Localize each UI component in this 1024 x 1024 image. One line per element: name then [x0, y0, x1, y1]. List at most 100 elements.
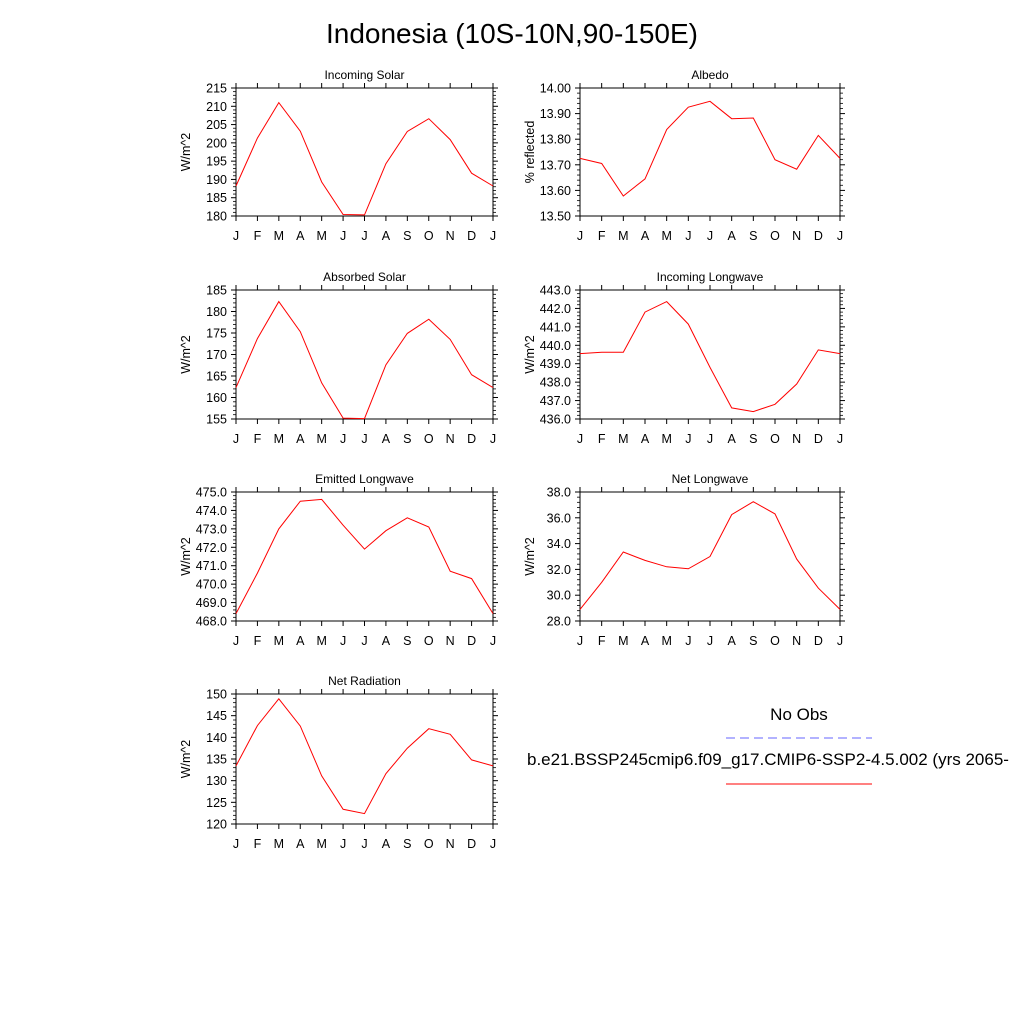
panel7-series-line — [235, 697, 494, 815]
panel6-xtick-label: O — [770, 634, 780, 648]
panel3-xtick-label: D — [467, 432, 476, 446]
panel5-ytick-label: 469.0 — [196, 596, 227, 610]
panel7-frame — [235, 693, 494, 825]
panel5-xtick-label: J — [361, 634, 367, 648]
panel2-series-line — [579, 100, 841, 197]
panel2-xtick-label: D — [814, 229, 823, 243]
panel4-ylabel: W/m^2 — [523, 335, 537, 374]
panel2-xtick-label: A — [641, 229, 650, 243]
panel7-xtick-label: M — [316, 837, 326, 851]
panel1-ytick-label: 215 — [206, 82, 227, 96]
panel2-ytick-label: 14.00 — [540, 82, 571, 96]
figure-title: Indonesia (10S-10N,90-150E) — [325, 18, 698, 49]
panel1-xtick-label: N — [446, 229, 455, 243]
panel7-xtick-label: D — [467, 837, 476, 851]
panel1-xtick-label: J — [340, 229, 346, 243]
panel4-xtick-label: J — [685, 432, 691, 446]
panel5-xtick-label: J — [490, 634, 496, 648]
panel6-xtick-label: J — [685, 634, 691, 648]
panel1-frame — [235, 87, 494, 217]
panel2-xtick-label: M — [661, 229, 671, 243]
panel4-xtick-label: F — [598, 432, 606, 446]
panel5-xtick-label: J — [233, 634, 239, 648]
panel5-ytick-label: 470.0 — [196, 578, 227, 592]
panel6-ytick-label: 34.0 — [547, 537, 571, 551]
panel6-series-line — [579, 501, 841, 610]
panel1-xtick-label: A — [382, 229, 391, 243]
panel7-ytick-label: 150 — [206, 688, 227, 702]
panel6-xtick-label: D — [814, 634, 823, 648]
panel2-xtick-label: M — [618, 229, 628, 243]
panel2-xtick-label: O — [770, 229, 780, 243]
panel7-xtick-label: M — [274, 837, 284, 851]
panel7-ytick-label: 145 — [206, 709, 227, 723]
panel1-series-line — [235, 101, 494, 216]
panel7-ytick-label: 120 — [206, 818, 227, 832]
panel4-xtick-label: J — [837, 432, 843, 446]
panel5-title: Emitted Longwave — [315, 472, 414, 486]
panel3-ytick-label: 180 — [206, 305, 227, 319]
panel1-ytick-label: 205 — [206, 118, 227, 132]
panel3-xtick-label: O — [424, 432, 434, 446]
panel1-xtick-label: M — [274, 229, 284, 243]
panel6-xtick-label: N — [792, 634, 801, 648]
panel1-ytick-label: 210 — [206, 100, 227, 114]
panel3-ylabel: W/m^2 — [179, 335, 193, 374]
panel3-ytick-label: 175 — [206, 327, 227, 341]
panel6-xtick-label: J — [707, 634, 713, 648]
panel6-xtick-label: M — [618, 634, 628, 648]
panel3-xtick-label: A — [296, 432, 305, 446]
panel5-xtick-label: O — [424, 634, 434, 648]
panel5-ytick-label: 474.0 — [196, 504, 227, 518]
panel2-xtick-label: J — [707, 229, 713, 243]
panel5-ytick-label: 472.0 — [196, 541, 227, 555]
panel3-xtick-label: A — [382, 432, 391, 446]
panel1-xtick-label: S — [403, 229, 411, 243]
panel2-xtick-label: J — [577, 229, 583, 243]
panel6-ylabel: W/m^2 — [523, 537, 537, 576]
panel7-xtick-label: J — [233, 837, 239, 851]
panel3-xtick-label: M — [316, 432, 326, 446]
panel5-xtick-label: A — [296, 634, 305, 648]
panel6-xtick-label: S — [749, 634, 757, 648]
panel6-ytick-label: 38.0 — [547, 486, 571, 500]
panel7-xtick-label: N — [446, 837, 455, 851]
panel4-xtick-label: D — [814, 432, 823, 446]
panel5-ytick-label: 473.0 — [196, 522, 227, 536]
panel4-ytick-label: 440.0 — [540, 339, 571, 353]
panel5-series-line — [235, 498, 494, 614]
panel4-ytick-label: 443.0 — [540, 284, 571, 298]
panel6-ytick-label: 36.0 — [547, 511, 571, 525]
legend-case-label: b.e21.BSSP245cmip6.f09_g17.CMIP6-SSP2-4.… — [527, 750, 1009, 769]
panel4-title: Incoming Longwave — [657, 270, 764, 284]
panel4-ytick-label: 436.0 — [540, 413, 571, 427]
panel4-xtick-label: A — [641, 432, 650, 446]
panel4-frame — [579, 289, 841, 420]
panel4-xtick-label: J — [707, 432, 713, 446]
panel4-ytick-label: 438.0 — [540, 376, 571, 390]
panel3-series-line — [235, 300, 494, 420]
panel1-ytick-label: 180 — [206, 210, 227, 224]
panel3-ytick-label: 165 — [206, 370, 227, 384]
panel5-frame — [235, 491, 494, 622]
panel2-xtick-label: J — [685, 229, 691, 243]
panel3-xtick-label: J — [490, 432, 496, 446]
panel4-xtick-label: O — [770, 432, 780, 446]
panel7-xtick-label: S — [403, 837, 411, 851]
panel3-ytick-label: 185 — [206, 284, 227, 298]
panel7-ytick-label: 135 — [206, 753, 227, 767]
panel5-ylabel: W/m^2 — [179, 537, 193, 576]
panel6-xtick-label: A — [641, 634, 650, 648]
panel7-ytick-label: 125 — [206, 796, 227, 810]
panel4-xtick-label: M — [661, 432, 671, 446]
panel1-ylabel: W/m^2 — [179, 133, 193, 172]
panel5-xtick-label: A — [382, 634, 391, 648]
panel6-ytick-label: 30.0 — [547, 589, 571, 603]
panel3-xtick-label: F — [254, 432, 262, 446]
panel5-xtick-label: M — [274, 634, 284, 648]
panel5-xtick-label: M — [316, 634, 326, 648]
panel6-ytick-label: 32.0 — [547, 563, 571, 577]
panel1-title: Incoming Solar — [324, 68, 404, 82]
panel3-xtick-label: S — [403, 432, 411, 446]
panel4-ytick-label: 441.0 — [540, 320, 571, 334]
